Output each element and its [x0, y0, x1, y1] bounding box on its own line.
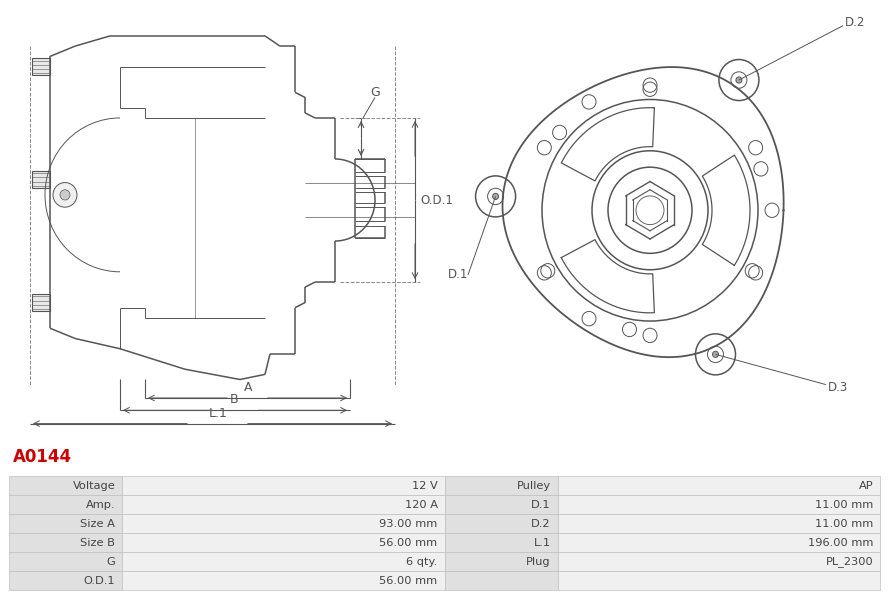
- Text: 11.00 mm: 11.00 mm: [815, 519, 873, 529]
- Bar: [444, 495, 557, 514]
- Bar: [32, 171, 50, 188]
- Bar: [9, 571, 122, 590]
- Text: 196.00 mm: 196.00 mm: [808, 538, 873, 548]
- Bar: [444, 476, 557, 495]
- Bar: [557, 514, 880, 533]
- Text: 56.00 mm: 56.00 mm: [380, 576, 437, 585]
- Text: D.2: D.2: [532, 519, 551, 529]
- Text: O.D.1: O.D.1: [420, 194, 453, 206]
- Bar: [122, 533, 444, 552]
- Bar: [122, 476, 444, 495]
- Bar: [9, 514, 122, 533]
- Text: 11.00 mm: 11.00 mm: [815, 499, 873, 510]
- Text: PL_2300: PL_2300: [825, 556, 873, 567]
- Text: A0144: A0144: [13, 448, 72, 467]
- Text: D.3: D.3: [828, 381, 848, 394]
- Text: Voltage: Voltage: [72, 480, 116, 491]
- Text: D.2: D.2: [845, 16, 865, 29]
- Bar: [122, 571, 444, 590]
- Text: 6 qty.: 6 qty.: [406, 557, 437, 567]
- Text: D.1: D.1: [448, 268, 469, 281]
- Circle shape: [736, 77, 742, 83]
- Bar: [32, 58, 50, 75]
- Circle shape: [712, 351, 718, 358]
- Text: L.1: L.1: [209, 406, 228, 420]
- Bar: [444, 533, 557, 552]
- Bar: [444, 514, 557, 533]
- Text: B: B: [229, 393, 238, 406]
- Text: O.D.1: O.D.1: [84, 576, 116, 585]
- Text: Pulley: Pulley: [517, 480, 551, 491]
- Text: G: G: [370, 86, 380, 99]
- Bar: [557, 495, 880, 514]
- Bar: [557, 533, 880, 552]
- Bar: [9, 495, 122, 514]
- Bar: [122, 552, 444, 571]
- Bar: [444, 571, 557, 590]
- Bar: [557, 571, 880, 590]
- Text: A: A: [244, 381, 252, 394]
- Circle shape: [60, 190, 70, 200]
- Text: Size B: Size B: [80, 538, 116, 548]
- Bar: [122, 514, 444, 533]
- Text: Size A: Size A: [80, 519, 116, 529]
- Bar: [557, 552, 880, 571]
- Text: 56.00 mm: 56.00 mm: [380, 538, 437, 548]
- Text: AP: AP: [859, 480, 873, 491]
- Text: G: G: [107, 557, 116, 567]
- Text: Plug: Plug: [526, 557, 551, 567]
- Text: D.1: D.1: [531, 499, 551, 510]
- Bar: [444, 552, 557, 571]
- Circle shape: [53, 182, 77, 207]
- Bar: [122, 495, 444, 514]
- Bar: [9, 533, 122, 552]
- Bar: [9, 476, 122, 495]
- Bar: [9, 552, 122, 571]
- Text: Amp.: Amp.: [85, 499, 116, 510]
- Bar: [557, 476, 880, 495]
- Text: L.1: L.1: [533, 538, 551, 548]
- Bar: [32, 294, 50, 311]
- Text: 12 V: 12 V: [412, 480, 437, 491]
- Circle shape: [493, 193, 499, 200]
- Text: 120 A: 120 A: [404, 499, 437, 510]
- Text: 93.00 mm: 93.00 mm: [380, 519, 437, 529]
